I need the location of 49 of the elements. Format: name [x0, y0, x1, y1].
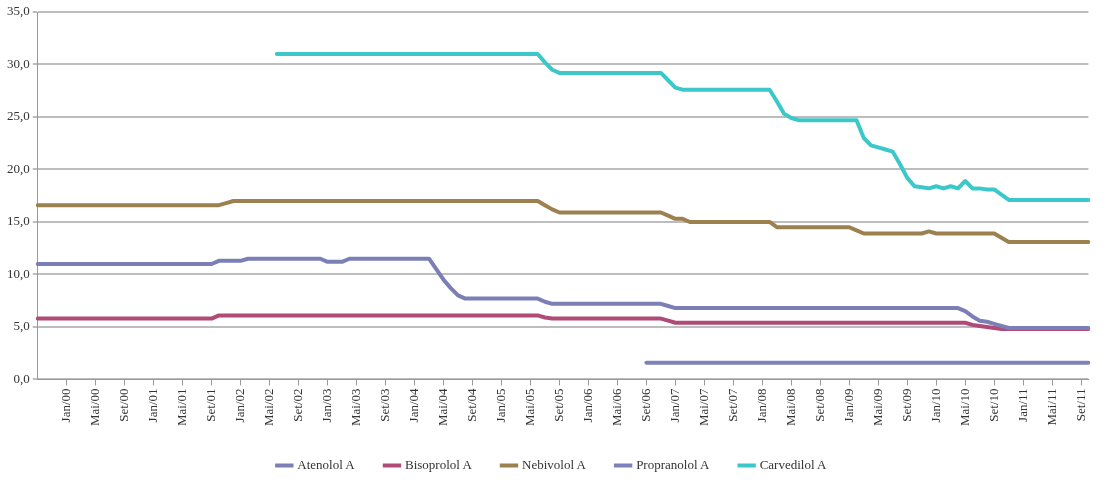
x-tick-label: Jan/10 — [927, 388, 943, 423]
x-tick-label: Mai/01 — [174, 388, 190, 427]
x-tick-label: Set/03 — [376, 388, 392, 422]
x-tick-label: Set/07 — [724, 387, 740, 422]
x-tick-label: Jan/05 — [492, 388, 508, 423]
x-tick-label: Mai/05 — [521, 388, 537, 427]
y-tick-label: 5,0 — [13, 318, 30, 334]
x-tick-label: Set/02 — [290, 388, 306, 422]
x-tick-label: Mai/10 — [956, 388, 972, 427]
x-tick-label: Mai/08 — [782, 388, 798, 427]
x-tick-label: Set/01 — [203, 388, 219, 422]
x-tick-label: Set/08 — [811, 388, 827, 422]
x-tick-label: Set/09 — [898, 388, 914, 422]
x-tick-label: Jan/00 — [58, 388, 74, 423]
y-tick-label: 25,0 — [7, 108, 30, 124]
x-tick-label: Set/04 — [463, 387, 479, 422]
x-tick-label: Jan/07 — [666, 387, 682, 423]
legend-label: Nebivolol A — [522, 456, 587, 472]
x-tick-label: Jan/06 — [579, 387, 595, 423]
legend-label: Atenolol A — [297, 456, 356, 472]
y-tick-label: 35,0 — [7, 3, 30, 19]
x-tick-label: Mai/06 — [608, 387, 624, 427]
x-tick-label: Jan/04 — [405, 387, 421, 423]
x-tick-label: Set/06 — [637, 387, 653, 422]
x-tick-label: Mai/04 — [434, 387, 450, 427]
y-tick-label: 10,0 — [7, 265, 30, 281]
x-tick-label: Set/00 — [116, 388, 132, 422]
x-tick-label: Set/11 — [1072, 388, 1088, 422]
legend-label: Propranolol A — [636, 456, 711, 472]
x-tick-label: Mai/07 — [695, 387, 711, 427]
x-tick-label: Set/05 — [550, 388, 566, 422]
y-tick-label: 15,0 — [7, 213, 30, 229]
legend-label: Bisoprolol A — [404, 456, 473, 472]
x-tick-label: Mai/00 — [87, 388, 103, 427]
x-tick-label: Mai/09 — [869, 388, 885, 427]
x-tick-label: Jan/08 — [753, 388, 769, 423]
x-tick-label: Set/10 — [985, 388, 1001, 422]
y-tick-label: 20,0 — [7, 160, 30, 176]
x-tick-label: Jan/03 — [319, 388, 335, 423]
x-tick-label: Mai/11 — [1043, 388, 1059, 426]
x-tick-label: Jan/02 — [232, 388, 248, 423]
legend-label: Carvedilol A — [759, 456, 828, 472]
y-tick-label: 0,0 — [13, 370, 30, 386]
y-tick-label: 30,0 — [7, 55, 30, 71]
x-tick-label: Mai/03 — [347, 388, 363, 427]
x-tick-label: Jan/11 — [1014, 388, 1030, 422]
x-tick-label: Jan/01 — [145, 388, 161, 423]
x-tick-label: Mai/02 — [261, 388, 277, 427]
x-tick-label: Jan/09 — [840, 388, 856, 423]
